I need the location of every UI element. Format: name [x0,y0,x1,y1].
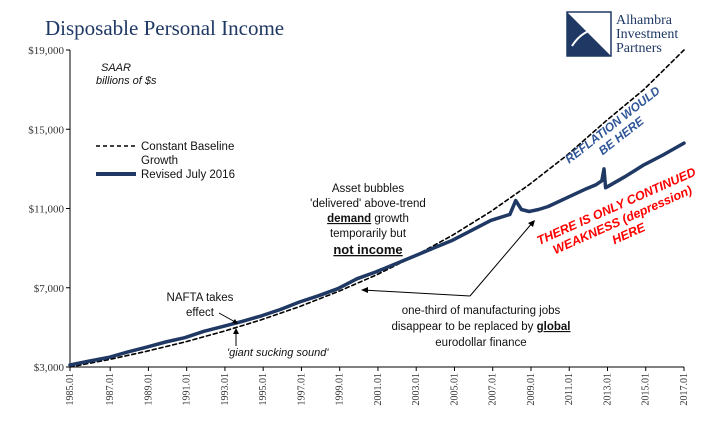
mfg-arrow-line-right [469,221,534,297]
x-tick-label: 1985.01 [65,373,76,406]
y-tick-label: $3,000 [34,362,65,374]
ann-nafta-line2: effect [186,307,215,319]
x-tick-label: 2001.01 [373,373,384,406]
legend-label-baseline-1: Constant Baseline [141,141,234,153]
ann-asset-line1: Asset bubbles [332,183,404,195]
legend: Constant Baseline Growth Revised July 20… [96,141,235,181]
annotation-nafta: NAFTA takes effect 'giant sucking sound' [167,292,330,359]
giant-arrowhead-icon [233,328,239,334]
ann-asset-line4: temporarily but [330,228,407,240]
annotation-reflation: REFLATION WOULD BE HERE [562,83,663,166]
logo-line-2: Investment [616,27,678,42]
nafta-arrowhead-icon [232,319,238,324]
x-tick-label: 1993.01 [220,373,231,406]
ann-reflation-line1: REFLATION WOULD [562,83,663,166]
ann-asset-line5: not income [333,242,402,257]
x-tick-label: 1995.01 [258,373,269,406]
x-tick-label: 2005.01 [449,373,460,406]
ann-mfg-global: global [537,321,571,333]
unit-note-billions: billions of $s [96,75,157,87]
ann-asset-growth: growth [371,213,409,225]
ann-nafta-line1: NAFTA takes [167,292,234,304]
x-tick-group: 1985.01 1987.01 1989.01 1991.01 1993.01 1995.… [65,367,690,406]
mfg-arrowhead-right-icon [528,220,535,227]
x-tick-label: 2013.01 [602,373,613,406]
x-tick-label: 1999.01 [335,373,346,406]
ann-asset-line2: 'delivered' above-trend [310,198,426,210]
x-tick-label: 2015.01 [641,373,652,406]
ann-giant: 'giant sucking sound' [227,347,329,359]
ann-asset-demand: demand [327,213,371,225]
series-revised-line [68,141,686,367]
x-tick-label: 1991.01 [182,373,193,406]
x-tick-label: 2003.01 [411,373,422,406]
logo-line-1: Alhambra [616,13,673,28]
x-tick-label: 2017.01 [679,373,690,406]
chart-title: Disposable Personal Income [45,16,284,40]
mfg-arrowhead-left-icon [361,287,368,293]
ann-mfg-line2-pre: disappear to be replaced by [391,321,536,333]
legend-label-revised: Revised July 2016 [141,169,235,181]
x-tick-label: 1987.01 [105,373,116,406]
ann-mfg-line3: eurodollar finance [435,337,526,349]
series-baseline-line [69,49,685,368]
logo-line-3: Partners [616,41,662,56]
y-tick-group: $3,000 $7,000 $11,000 $15,000 $19,000 [28,45,70,374]
ann-mfg-line1: one-third of manufacturing jobs [402,305,561,317]
annotation-asset-bubbles: Asset bubbles 'delivered' above-trend de… [310,183,426,257]
y-tick-label: $19,000 [28,45,64,57]
y-tick-label: $7,000 [34,283,65,295]
unit-note-saar: SAAR [101,62,131,74]
x-tick-label: 1997.01 [296,373,307,406]
legend-label-baseline-2: Growth [141,155,178,167]
series-layer [68,49,686,368]
logo-emblem-icon [566,11,612,57]
annotation-manufacturing: one-third of manufacturing jobs disappea… [361,220,571,349]
y-tick-label: $15,000 [28,124,64,136]
mfg-arrow-line-left [362,289,471,297]
ann-asset-line3: demand growth [327,213,409,225]
y-tick-label: $11,000 [29,204,65,216]
x-tick-label: 1989.01 [143,373,154,406]
x-tick-label: 2009.01 [526,373,537,406]
x-tick-label: 2011.01 [564,373,575,405]
ann-mfg-line2: disappear to be replaced by global [391,321,570,333]
alhambra-logo: Alhambra Investment Partners [566,11,678,57]
x-tick-label: 2007.01 [488,373,499,406]
